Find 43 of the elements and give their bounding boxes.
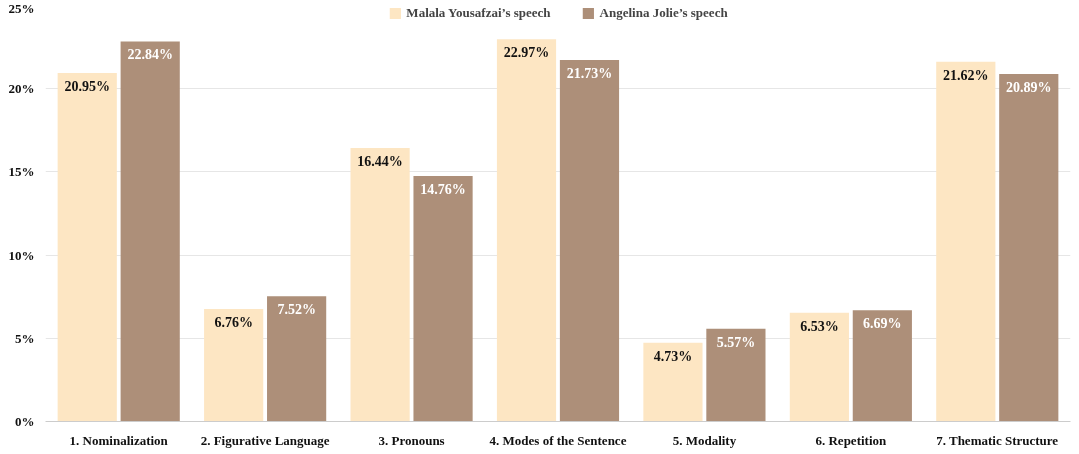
x-tick-label: 4. Modes of the Sentence xyxy=(489,432,627,448)
x-tick-label: 2. Figurative Language xyxy=(200,432,330,448)
x-tick-label: 1. Nominalization xyxy=(69,432,169,448)
data-label: 21.73% xyxy=(566,65,613,81)
bar xyxy=(999,73,1059,422)
bar xyxy=(706,328,766,422)
y-tick-label: 15% xyxy=(8,164,35,180)
data-label: 4.73% xyxy=(653,348,693,364)
data-label: 6.76% xyxy=(214,315,253,331)
bar xyxy=(267,296,327,422)
data-label: 7.52% xyxy=(277,302,316,318)
y-tick-label: 20% xyxy=(8,81,35,97)
bar xyxy=(413,175,473,422)
bar xyxy=(936,61,996,422)
data-label: 20.89% xyxy=(1006,79,1052,95)
bar xyxy=(350,147,410,422)
data-label: 5.57% xyxy=(716,334,756,350)
data-label: 20.95% xyxy=(64,78,110,94)
bar xyxy=(559,59,620,422)
bar xyxy=(496,39,557,422)
data-label: 6.53% xyxy=(800,318,839,334)
legend-label: Angelina Jolie’s speech xyxy=(599,5,728,21)
data-label: 21.62% xyxy=(943,67,989,83)
data-label: 16.44% xyxy=(357,153,403,169)
x-tick-label: 3. Pronouns xyxy=(378,432,445,448)
bar xyxy=(852,310,912,422)
bar xyxy=(643,342,703,422)
bar xyxy=(789,312,849,422)
x-tick-label: 5. Modality xyxy=(672,432,737,448)
data-label: 6.69% xyxy=(863,316,902,332)
bar xyxy=(204,309,264,422)
data-label: 22.97% xyxy=(503,45,550,61)
legend-label: Malala Yousafzai’s speech xyxy=(406,5,551,21)
x-tick-label: 7. Thematic Structure xyxy=(936,432,1059,448)
y-tick-label: 25% xyxy=(8,0,35,16)
data-label: 22.84% xyxy=(127,47,173,63)
y-tick-label: 10% xyxy=(8,247,35,263)
y-tick-label: 0% xyxy=(15,414,35,429)
bar xyxy=(120,41,180,422)
x-tick-label: 6. Repetition xyxy=(815,432,888,448)
data-label: 14.76% xyxy=(420,181,466,197)
y-tick-label: 5% xyxy=(15,330,35,346)
bar xyxy=(57,72,117,422)
